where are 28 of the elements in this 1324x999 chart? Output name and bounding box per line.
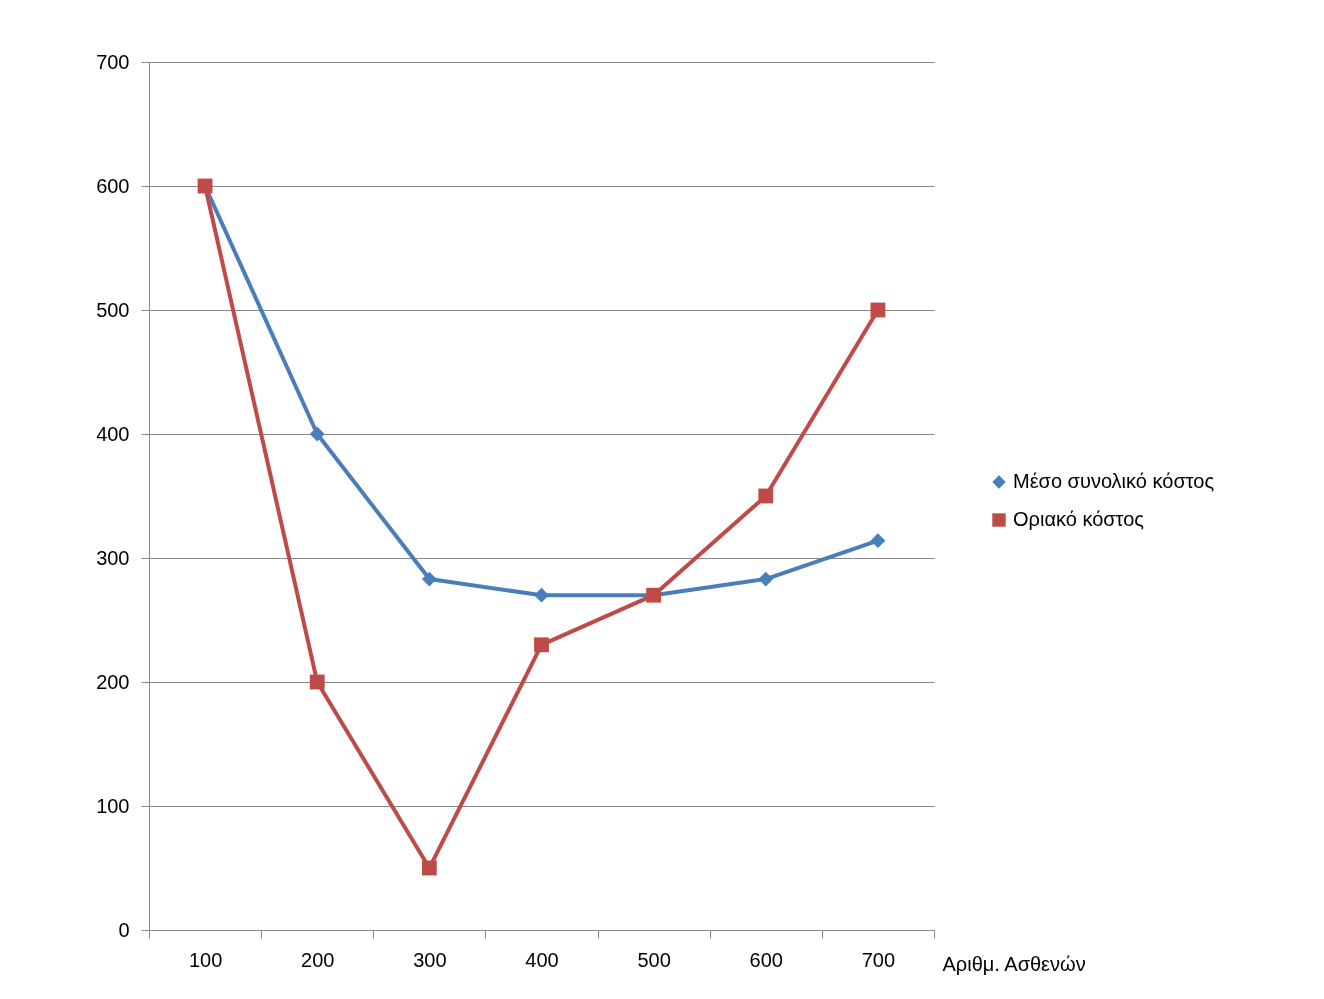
x-axis-title: Αριθμ. Ασθενών: [942, 952, 1086, 975]
y-tick-label: 400: [96, 422, 130, 445]
x-tick-label: 300: [413, 948, 447, 971]
x-tick-label: 500: [637, 948, 671, 971]
y-tick-label: 300: [96, 546, 130, 569]
x-tick-label: 700: [861, 948, 896, 971]
point: [421, 860, 437, 876]
x-tick-label: 600: [749, 948, 783, 971]
legend-label: Μέσο συνολικό κόστος: [1013, 470, 1215, 492]
x-tick-label: 200: [301, 948, 335, 971]
y-tick-label: 100: [96, 794, 130, 817]
y-tick-label: 0: [118, 918, 130, 941]
legend-label: Οριακό κόστος: [1013, 508, 1145, 530]
point: [309, 674, 325, 690]
y-tick-label: 500: [96, 298, 130, 321]
y-tick-label: 600: [96, 174, 130, 197]
point: [758, 488, 774, 504]
y-tick-label: 200: [96, 670, 130, 693]
x-tick-label: 100: [188, 948, 223, 971]
point: [309, 426, 325, 442]
y-tick-label: 700: [96, 50, 130, 73]
point: [534, 587, 549, 603]
point: [421, 571, 437, 587]
point: [870, 302, 886, 318]
point: [870, 533, 886, 549]
point: [758, 571, 774, 587]
x-tick-label: 400: [525, 948, 559, 971]
point: [534, 637, 549, 653]
